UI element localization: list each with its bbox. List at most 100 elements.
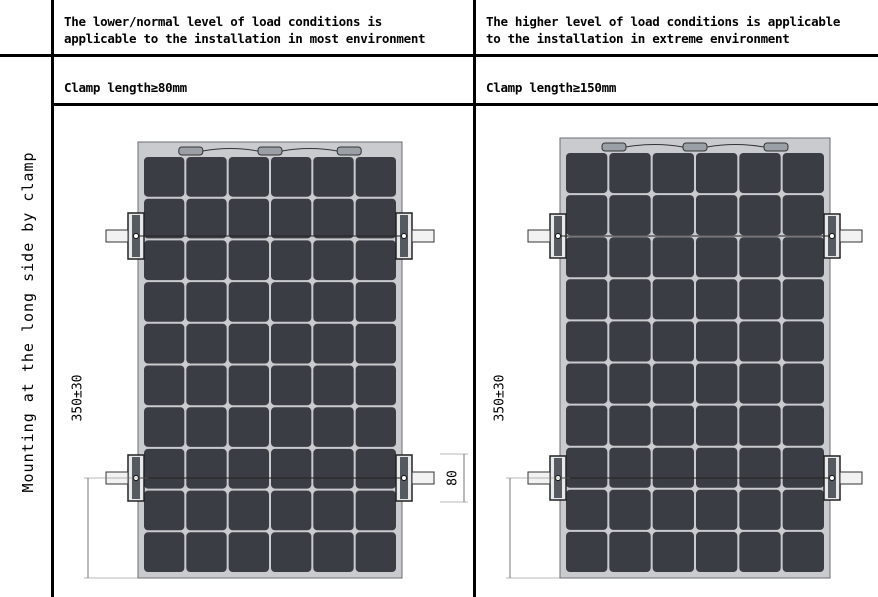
solar-cell <box>355 490 396 531</box>
junction-cable <box>706 144 765 148</box>
solar-cell <box>271 240 312 281</box>
solar-cell <box>782 447 824 488</box>
mounting-rail <box>839 471 863 485</box>
solar-cell <box>696 279 738 320</box>
solar-cell <box>609 153 651 194</box>
solar-cell <box>355 365 396 406</box>
solar-cell <box>652 153 694 194</box>
solar-cell <box>271 407 312 447</box>
solar-cell <box>609 531 651 572</box>
solar-cell <box>313 490 354 531</box>
solar-panel-right <box>527 137 863 579</box>
table-middle-divider <box>473 0 476 597</box>
solar-cell <box>739 153 781 194</box>
header-right: The higher level of load conditions is a… <box>486 13 876 47</box>
solar-cell <box>271 532 312 572</box>
solar-cell <box>609 489 651 530</box>
solar-cell <box>739 321 781 362</box>
solar-cell <box>782 489 824 530</box>
solar-cell <box>566 531 608 572</box>
solar-cell <box>271 157 312 197</box>
solar-cell <box>355 157 396 197</box>
solar-cell <box>186 448 227 489</box>
solar-cell <box>739 195 781 236</box>
solar-cell <box>566 279 608 320</box>
solar-cell <box>739 489 781 530</box>
solar-cell <box>739 447 781 488</box>
solar-cell <box>228 323 269 364</box>
solar-cell <box>186 323 227 364</box>
solar-cell <box>313 365 354 406</box>
solar-cell <box>696 237 738 278</box>
clamp-bolt <box>829 233 835 239</box>
solar-cell <box>186 407 227 447</box>
solar-cell <box>739 531 781 572</box>
solar-cell <box>313 532 354 572</box>
solar-cell <box>144 157 185 197</box>
junction-box-icon <box>763 142 789 152</box>
clamp-length-left: Clamp length≥80mm <box>64 80 187 95</box>
solar-cell <box>186 240 227 281</box>
solar-cell <box>782 321 824 362</box>
header-right-line2: to the installation in extreme environme… <box>486 31 790 46</box>
solar-cell <box>355 240 396 281</box>
mounting-rail <box>411 471 435 485</box>
solar-cell <box>313 282 354 322</box>
solar-cell <box>228 490 269 531</box>
solar-cell <box>782 237 824 278</box>
solar-cell <box>782 363 824 404</box>
dimension-right-vertical-text: 350±30 <box>492 374 508 422</box>
solar-cell <box>228 157 269 197</box>
solar-cell <box>609 279 651 320</box>
solar-cell <box>652 531 694 572</box>
table-clamp-rule <box>51 103 878 106</box>
solar-cell <box>609 195 651 236</box>
solar-cell <box>144 240 185 281</box>
solar-cell <box>271 323 312 364</box>
solar-cell <box>355 282 396 322</box>
clamp-bolt <box>133 233 139 239</box>
solar-cell <box>271 490 312 531</box>
solar-panel-left <box>105 141 435 579</box>
dimension-left-vertical-text: 350±30 <box>70 374 86 422</box>
solar-cell <box>566 405 608 446</box>
solar-cell <box>609 321 651 362</box>
solar-cell <box>696 531 738 572</box>
solar-cell <box>144 532 185 572</box>
junction-cable <box>625 144 684 148</box>
solar-cell <box>313 198 354 239</box>
solar-cell <box>566 237 608 278</box>
solar-cell <box>228 407 269 447</box>
solar-cell <box>228 365 269 406</box>
dimension-left-clamp-text: 80 <box>445 470 461 486</box>
solar-cell <box>313 323 354 364</box>
solar-cell <box>782 279 824 320</box>
solar-cell <box>186 490 227 531</box>
solar-cell <box>566 489 608 530</box>
solar-cell <box>782 195 824 236</box>
solar-cell <box>144 448 185 489</box>
solar-cell <box>652 363 694 404</box>
solar-cell <box>144 198 185 239</box>
solar-cell <box>144 407 185 447</box>
solar-cell <box>652 195 694 236</box>
junction-box-icon <box>682 142 708 152</box>
solar-cell <box>782 153 824 194</box>
solar-cell <box>609 447 651 488</box>
junction-box-icon <box>178 146 204 156</box>
solar-cell <box>228 532 269 572</box>
solar-cell <box>566 321 608 362</box>
header-left: The lower/normal level of load condition… <box>64 13 469 47</box>
solar-cell <box>566 153 608 194</box>
solar-cell <box>739 405 781 446</box>
solar-cell <box>144 282 185 322</box>
solar-cell <box>228 198 269 239</box>
solar-cell <box>696 363 738 404</box>
dimension-lines-left <box>84 453 468 579</box>
solar-cell <box>696 195 738 236</box>
solar-cell <box>271 448 312 489</box>
clamp-bolt <box>829 475 835 481</box>
solar-cell <box>696 153 738 194</box>
solar-cell <box>609 363 651 404</box>
solar-cell <box>782 405 824 446</box>
